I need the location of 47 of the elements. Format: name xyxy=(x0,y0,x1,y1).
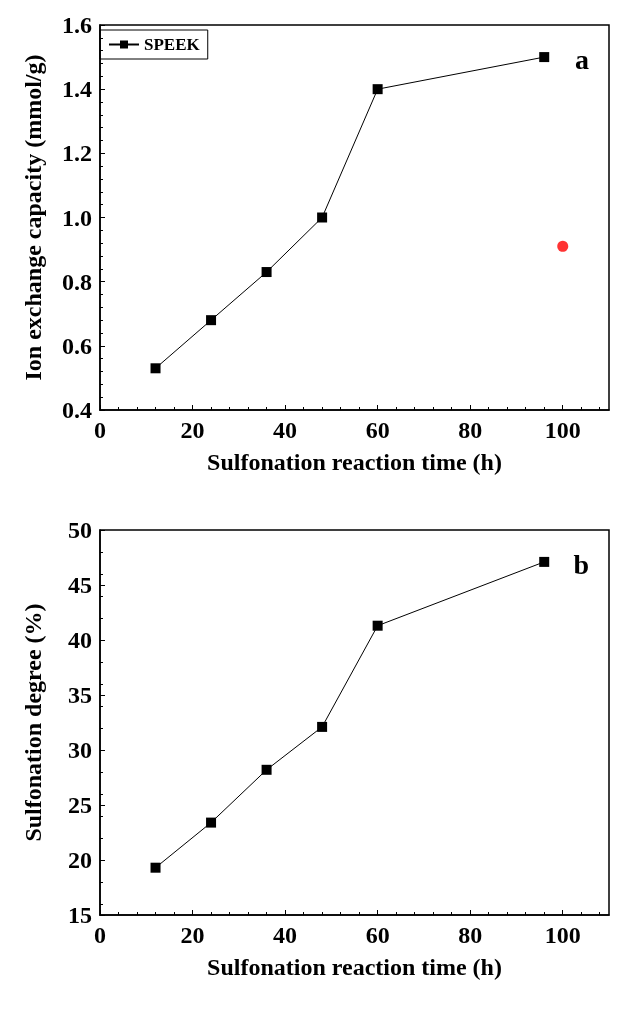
y-tick-label: 45 xyxy=(68,572,92,598)
point xyxy=(150,862,161,873)
x-tick-label: 100 xyxy=(544,922,581,948)
point xyxy=(539,52,550,63)
x-tick-label: 60 xyxy=(365,417,390,443)
y-tick-label: 1.2 xyxy=(62,140,92,167)
x-axis-title: Sulfonation reaction time (h) xyxy=(207,449,502,475)
point xyxy=(261,764,272,775)
x-tick-label: 20 xyxy=(180,922,205,948)
point xyxy=(317,212,328,223)
x-tick-label: 80 xyxy=(458,417,483,443)
y-tick-label: 0.8 xyxy=(62,268,92,295)
y-axis-title: Sulfonation degree (%) xyxy=(20,603,46,842)
y-tick-label: 15 xyxy=(68,902,92,928)
legend-label: SPEEK xyxy=(144,35,201,54)
annotation: b xyxy=(573,548,590,580)
y-tick-label: 40 xyxy=(68,627,92,653)
y-tick-label: 1.0 xyxy=(62,204,92,231)
y-tick-label: 1.4 xyxy=(62,76,92,103)
y-tick-label: 25 xyxy=(68,792,92,818)
point xyxy=(206,315,217,326)
y-tick-label: 0.4 xyxy=(62,397,92,423)
x-tick-label: 0 xyxy=(94,417,106,443)
point xyxy=(261,267,272,278)
point xyxy=(206,817,217,828)
x-tick-label: 40 xyxy=(273,922,298,948)
y-tick-label: 30 xyxy=(68,737,92,763)
x-tick-label: 80 xyxy=(458,922,483,948)
y-tick-label: 1.6 xyxy=(62,12,92,38)
point xyxy=(539,556,550,567)
y-tick-label: 50 xyxy=(68,517,92,543)
y-tick-label: 20 xyxy=(68,847,92,873)
annotation: a xyxy=(575,43,589,75)
x-tick-label: 60 xyxy=(365,922,390,948)
y-axis-title: Ion exchange capacity (mmol/g) xyxy=(20,54,46,381)
point xyxy=(557,240,569,252)
x-axis-title: Sulfonation reaction time (h) xyxy=(207,954,502,980)
y-tick-label: 0.6 xyxy=(62,332,92,359)
y-tick-label: 35 xyxy=(68,682,92,708)
point xyxy=(317,721,328,732)
point xyxy=(150,363,161,374)
point xyxy=(372,84,383,95)
x-tick-label: 40 xyxy=(273,417,298,443)
x-tick-label: 0 xyxy=(94,922,106,948)
point xyxy=(372,620,383,631)
x-tick-label: 20 xyxy=(180,417,205,443)
x-tick-label: 100 xyxy=(544,417,581,443)
